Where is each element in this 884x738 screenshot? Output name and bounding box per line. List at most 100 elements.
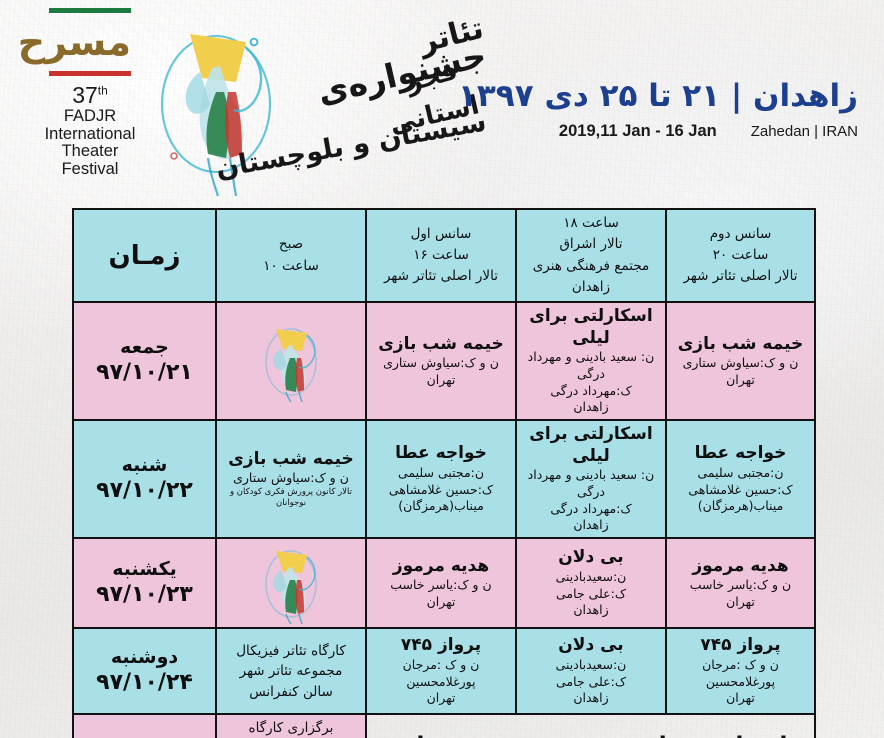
show-venue: تالار کانون پرورش فکری کودکان و نوجوانان <box>229 487 352 509</box>
cell-hall18: اسکارلتی برای لیلی ن: سعید بادینی و مهردا… <box>515 419 667 540</box>
workshop-info: کارگاه تئاتر فیزیکال مجموعه تئاتر شهر سالن… <box>221 641 361 703</box>
logo-green-bar <box>49 8 131 13</box>
day-name: دوشنبه <box>110 646 179 669</box>
column-header-lines: سانس دوم ساعت ۲۰ تالار اصلی تئاتر شهر <box>671 224 810 288</box>
show-title: خیمه شب بازی <box>378 333 504 354</box>
show-title: اسکارلتی برای لیلی <box>529 424 653 466</box>
cell-morning <box>215 537 367 630</box>
cell-day: دوشنبه ۹۷/۱۰/۲۴ <box>72 627 217 716</box>
workshop-line-2: مجموعه تئاتر شهر <box>239 663 343 680</box>
show-city: زاهدان <box>573 399 609 415</box>
cell-session2: خیمه شب بازی ن و ک:سیاوش ستاری تهران <box>665 301 816 422</box>
schedule-table: سانس دوم ساعت ۲۰ تالار اصلی تئاتر شهر ساعت … <box>72 207 816 738</box>
festival-mascot-artwork <box>150 8 282 198</box>
show-city: تهران <box>726 690 755 706</box>
show-city: تهران <box>726 371 755 387</box>
cell-day: جمعه ۹۷/۱۰/۲۱ <box>72 301 217 422</box>
schedule-row: پرواز ۷۴۵ ن و ک :مرجان پورغلامحسین تهران بی… <box>72 627 816 716</box>
fadjr-logo-icon: مسرح <box>18 8 134 76</box>
day-date: ۹۷/۱۰/۲۳ <box>96 581 193 607</box>
column-header-day: زمـان <box>72 207 217 304</box>
column-header-line-2: ساعت ۱۶ <box>413 246 469 263</box>
column-header-line-2: ساعت ۲۰ <box>712 246 769 263</box>
show-credits-2: ک:مهرداد درگی <box>550 500 632 516</box>
column-header-line-1: ساعت ۱۸ <box>563 215 619 231</box>
show-city: تهران <box>426 593 456 609</box>
workshop-info: برگزاری کارگاه میکروتئاترمجموعه تئاتر شه… <box>221 718 361 738</box>
festival-ordinal: 37th <box>30 83 150 108</box>
workshop-line-1: برگزاری کارگاه میکروتئاتر <box>248 720 334 737</box>
date-range-fa: زاهدان | ۲۱ تا ۲۵ دی ۱۳۹۷ <box>457 78 858 114</box>
column-header-line-3: تالار اصلی تئاتر شهر <box>683 268 798 285</box>
show-credits-2: ک:حسین غلامشاهی <box>388 481 494 497</box>
show-title: هدیه مرموز <box>392 555 490 576</box>
show-credits: ن و ک:سیاوش ستاری <box>233 470 349 486</box>
cell-morning: برگزاری کارگاه میکروتئاترمجموعه تئاتر شه… <box>215 713 367 738</box>
show-city: زاهدان <box>573 602 609 618</box>
show-credits: ن:سعیدبادینی <box>555 568 627 584</box>
day-name: جمعه <box>120 336 169 359</box>
city-country-en: Zahedan | IRAN <box>750 122 858 140</box>
column-header-line-1: سانس دوم <box>709 225 772 242</box>
column-header-session1: سانس اول ساعت ۱۶ تالار اصلی تئاتر شهر <box>365 207 517 304</box>
day-name: شنبه <box>121 454 168 477</box>
show-credits: ن و ک:سیاوش ستاری <box>383 355 499 371</box>
column-header-hall18: ساعت ۱۸ تالار اشراق مجتمع فرهنگی هنری زاهد… <box>515 207 667 304</box>
show-credits: ن و ک:یاسر خاسب <box>390 577 492 593</box>
column-header-line-1: سانس اول <box>410 225 472 242</box>
cell-session1: خیمه شب بازی ن و ک:سیاوش ستاری تهران <box>365 301 517 422</box>
cell-session2: هدیه مرموز ن و ک:یاسر خاسب تهران <box>665 537 816 630</box>
festival-logo-block: مسرح 37th FADJR International Theater Fe… <box>18 8 150 179</box>
day-name: یکشنبه <box>112 558 177 581</box>
show-city: میناب(هرمزگان) <box>398 498 484 514</box>
show-credits: ن: سعید بادینی و مهرداد درگی <box>527 466 655 499</box>
cell-day: شنبه ۹۷/۱۰/۲۲ <box>72 419 217 540</box>
column-header-line-1: صبح <box>278 236 304 253</box>
show-title: هدیه مرموز <box>692 555 789 576</box>
schedule-row: خیمه شب بازی ن و ک:سیاوش ستاری تهران اسکارل… <box>72 301 816 422</box>
cell-session1: پرواز ۷۴۵ ن و ک :مرجان پورغلامحسین تهران <box>365 627 517 716</box>
day-date: ۹۷/۱۰/۲۴ <box>96 669 193 695</box>
cell-morning <box>215 301 367 422</box>
festival-name-en: 37th FADJR International Theater Festiva… <box>30 83 150 179</box>
column-header-line-3: مجتمع فرهنگی هنری زاهدان <box>532 257 650 295</box>
cell-session2: خواجه عطا ن:مجتبی سلیمی ک:حسین غلامشاهی مین… <box>665 419 816 540</box>
show-credits: ن و ک :مرجان پورغلامحسین <box>702 656 779 689</box>
cell-session1: خواجه عطا ن:مجتبی سلیمی ک:حسین غلامشاهی مین… <box>365 419 517 540</box>
show-credits: ن:سعیدبادینی <box>555 656 627 672</box>
show-title: بی دلان <box>558 547 624 568</box>
date-city-block: زاهدان | ۲۱ تا ۲۵ دی ۱۳۹۷ 2019,11 Jan - … <box>458 78 858 141</box>
column-header-lines: سانس اول ساعت ۱۶ تالار اصلی تئاتر شهر <box>371 224 511 288</box>
show-title: پرواز ۷۴۵ <box>700 635 781 656</box>
schedule-row: هدیه مرموز ن و ک:یاسر خاسب تهران بی دلان ن:س… <box>72 537 816 630</box>
cell-hall18: بی دلان ن:سعیدبادینی ک:علی جامی زاهدان <box>515 627 667 716</box>
show-city: میناب(هرمزگان) <box>697 498 784 514</box>
column-header-line-2: ساعت ۱۰ <box>263 257 319 274</box>
show-credits-2: ک:علی جامی <box>555 673 627 689</box>
show-title: اسکارلتی برای لیلی <box>529 306 653 348</box>
column-header-lines: ساعت ۱۸ تالار اشراق مجتمع فرهنگی هنری زاهد… <box>521 213 661 298</box>
poster-header: مسرح 37th FADJR International Theater Fe… <box>0 0 884 205</box>
show-credits: ن و ک:سیاوش ستاری <box>682 355 799 371</box>
show-city: زاهدان <box>573 690 609 706</box>
show-city: تهران <box>426 690 456 706</box>
day-date: ۹۷/۱۰/۲۲ <box>96 477 193 503</box>
column-header-title: زمـان <box>108 240 181 271</box>
festival-name-line-4: Festival <box>61 160 119 179</box>
workshop-line-1: کارگاه تئاتر فیزیکال <box>236 642 346 659</box>
day-date: ۹۷/۱۰/۲۱ <box>96 359 193 385</box>
schedule-row: اختتامیه ساعت ۱۸ در مجموعه تئاتر شهر زاه… <box>72 713 816 738</box>
schedule-body: سانس دوم ساعت ۲۰ تالار اصلی تئاتر شهر ساعت … <box>72 207 816 738</box>
schedule-row: خواجه عطا ن:مجتبی سلیمی ک:حسین غلامشاهی مین… <box>72 419 816 540</box>
show-title: خواجه عطا <box>395 443 487 464</box>
show-title: پرواز ۷۴۵ <box>400 635 482 656</box>
show-credits: ن و ک :مرجان پورغلامحسین <box>402 656 480 689</box>
logo-red-bar <box>49 71 131 76</box>
festival-name-line-3: Theater <box>61 142 119 161</box>
cell-hall18: اسکارلتی برای لیلی ن: سعید بادینی و مهردا… <box>515 301 667 422</box>
show-credits-2: ک:حسین غلامشاهی <box>688 481 793 497</box>
date-city-en-row: 2019,11 Jan - 16 Jan Zahedan | IRAN <box>458 122 858 141</box>
workshop-line-3: سالن کنفرانس <box>249 683 333 700</box>
festival-name-line-2: International <box>44 124 136 143</box>
